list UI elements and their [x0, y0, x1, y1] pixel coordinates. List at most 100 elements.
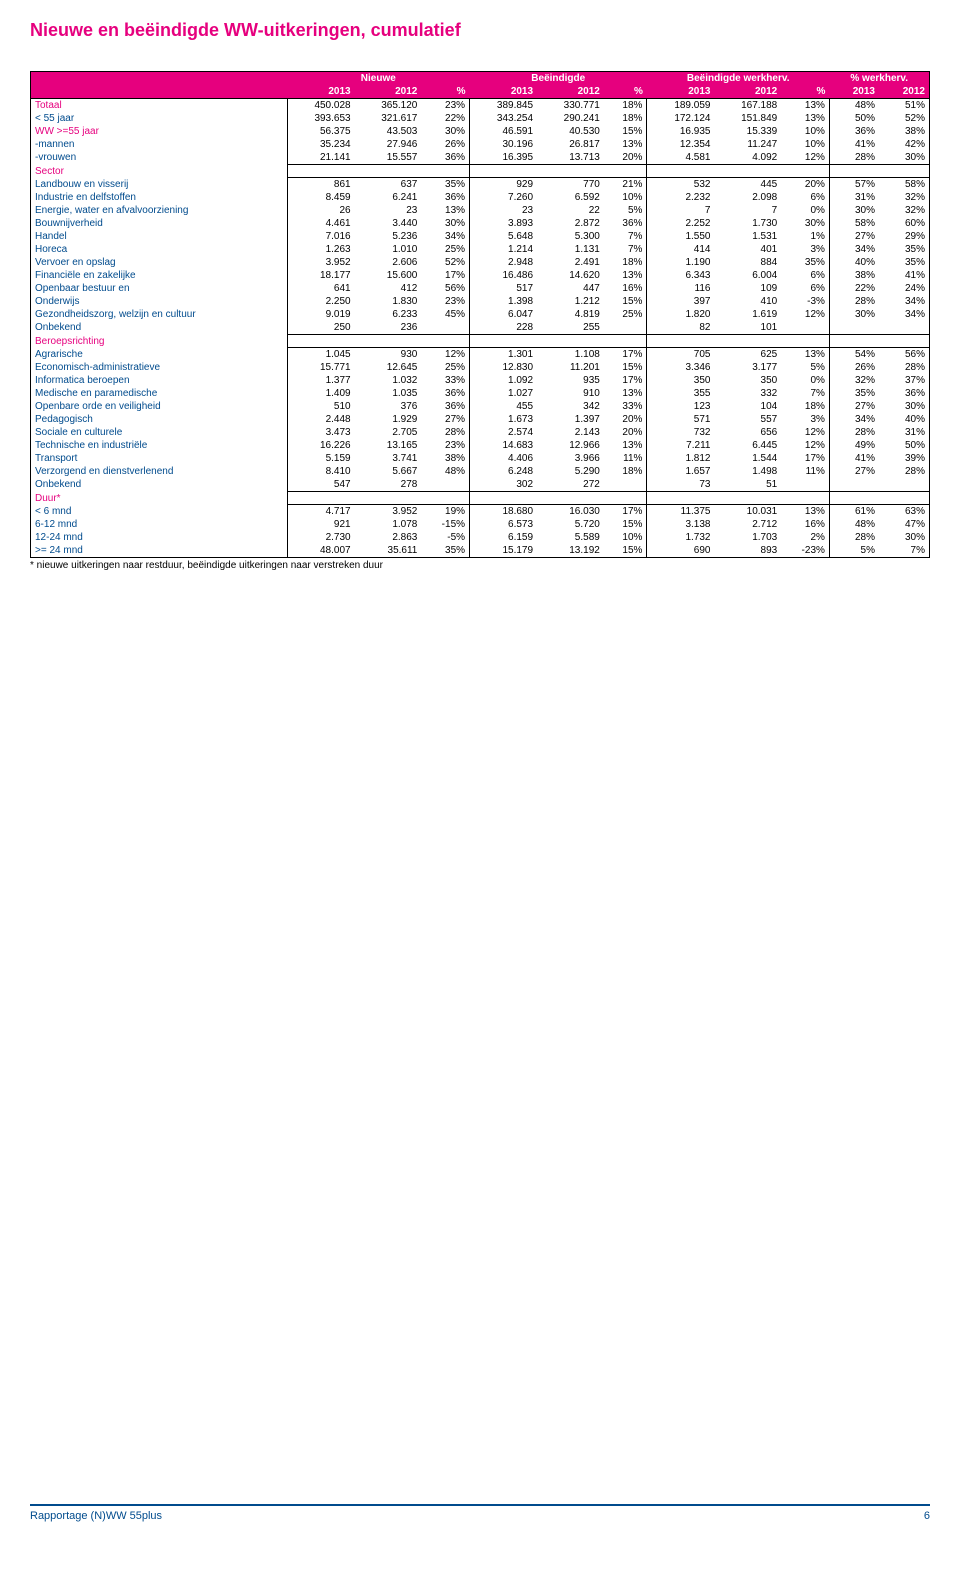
cell — [647, 335, 715, 348]
cell: 1.498 — [714, 465, 781, 478]
cell: 910 — [537, 387, 604, 400]
cell — [604, 321, 647, 335]
cell — [421, 165, 469, 178]
cell: 23% — [421, 439, 469, 452]
table-row: Transport5.1593.74138%4.4063.96611%1.812… — [31, 452, 930, 465]
cell: 38% — [421, 452, 469, 465]
table-row: Agrarische1.04593012%1.3011.10817%705625… — [31, 348, 930, 362]
cell: 2.232 — [647, 191, 715, 204]
cell: 27% — [829, 465, 879, 478]
cell — [537, 165, 604, 178]
cell: 58% — [829, 217, 879, 230]
row-label: Horeca — [31, 243, 288, 256]
cell: 35% — [879, 256, 930, 269]
cell: 6.159 — [470, 531, 538, 544]
table-row: Energie, water en afvalvoorziening262313… — [31, 204, 930, 217]
row-label: Onbekend — [31, 321, 288, 335]
row-label: Transport — [31, 452, 288, 465]
cell: 11% — [781, 465, 829, 478]
cell: 1% — [781, 230, 829, 243]
cell: 1.398 — [470, 295, 538, 308]
cell: -15% — [421, 518, 469, 531]
cell: 30% — [879, 400, 930, 413]
cell: 4.819 — [537, 308, 604, 321]
cell: 350 — [647, 374, 715, 387]
table-row: Economisch-administratieve15.77112.64525… — [31, 361, 930, 374]
cell: 35.611 — [355, 544, 422, 558]
cell: 10% — [781, 125, 829, 138]
cell: 935 — [537, 374, 604, 387]
cell: 13.713 — [537, 151, 604, 165]
cell: 7.260 — [470, 191, 538, 204]
cell: 23% — [421, 295, 469, 308]
cell: 5.236 — [355, 230, 422, 243]
cell: 30% — [829, 204, 879, 217]
cell: 1.730 — [714, 217, 781, 230]
cell: 12% — [781, 151, 829, 165]
cell: 21.141 — [287, 151, 355, 165]
cell: 5.159 — [287, 452, 355, 465]
cell: 13% — [604, 269, 647, 282]
cell: 15% — [604, 295, 647, 308]
cell: 13.165 — [355, 439, 422, 452]
cell: 1.732 — [647, 531, 715, 544]
cell: 0% — [781, 204, 829, 217]
cell: 22% — [421, 112, 469, 125]
cell: 16% — [781, 518, 829, 531]
hdr-grp-nieuwe: Nieuwe — [287, 72, 469, 86]
cell — [714, 165, 781, 178]
cell: 43.503 — [355, 125, 422, 138]
cell: 38% — [879, 125, 930, 138]
cell — [879, 478, 930, 492]
cell: 23 — [355, 204, 422, 217]
cell: 343.254 — [470, 112, 538, 125]
row-label: Totaal — [31, 99, 288, 113]
cell: 12% — [781, 426, 829, 439]
cell: 517 — [470, 282, 538, 295]
cell: 1.929 — [355, 413, 422, 426]
table-row: Gezondheidszorg, welzijn en cultuur9.019… — [31, 308, 930, 321]
cell: 2.252 — [647, 217, 715, 230]
table-row: Openbare orde en veiligheid51037636%4553… — [31, 400, 930, 413]
cell: 3.741 — [355, 452, 422, 465]
cell: 342 — [537, 400, 604, 413]
cell: 8.459 — [287, 191, 355, 204]
cell: 2.705 — [355, 426, 422, 439]
cell: 20% — [781, 178, 829, 192]
cell: 33% — [604, 400, 647, 413]
cell: 13% — [781, 99, 829, 113]
cell: 34% — [879, 308, 930, 321]
cell: 18% — [604, 112, 647, 125]
cell: 35% — [781, 256, 829, 269]
cell: 13% — [781, 348, 829, 362]
cell: 3.138 — [647, 518, 715, 531]
sub-hdr: 2012 — [714, 85, 781, 99]
cell — [287, 165, 355, 178]
row-label: -mannen — [31, 138, 288, 151]
cell: 46.591 — [470, 125, 538, 138]
cell — [604, 478, 647, 492]
cell: 32% — [829, 374, 879, 387]
cell — [537, 492, 604, 505]
cell: 532 — [647, 178, 715, 192]
cell: 7.211 — [647, 439, 715, 452]
cell: 28% — [829, 295, 879, 308]
cell — [537, 335, 604, 348]
cell: 36% — [421, 191, 469, 204]
table-row: Financiële en zakelijke18.17715.60017%16… — [31, 269, 930, 282]
cell: 48.007 — [287, 544, 355, 558]
hdr-grp-pct-werkherv: % werkherv. — [829, 72, 929, 86]
table-row: 12-24 mnd2.7302.863-5%6.1595.58910%1.732… — [31, 531, 930, 544]
cell: 30% — [879, 151, 930, 165]
table-row: -vrouwen21.14115.55736%16.39513.71320%4.… — [31, 151, 930, 165]
cell: 10% — [604, 191, 647, 204]
cell: 23 — [470, 204, 538, 217]
cell — [781, 165, 829, 178]
cell: 56.375 — [287, 125, 355, 138]
table-row: Totaal450.028365.12023%389.845330.77118%… — [31, 99, 930, 113]
cell: 5.720 — [537, 518, 604, 531]
cell — [470, 165, 538, 178]
cell: 13% — [604, 439, 647, 452]
cell: 12.966 — [537, 439, 604, 452]
cell — [781, 478, 829, 492]
